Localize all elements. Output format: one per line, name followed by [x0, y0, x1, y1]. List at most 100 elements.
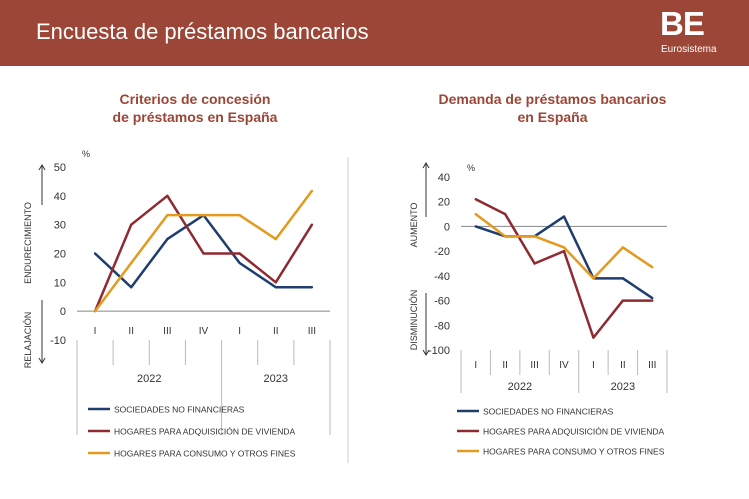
unit-label: % — [82, 149, 90, 159]
data-point — [166, 213, 169, 217]
y-tick-label: -40 — [434, 271, 450, 283]
chart-title-demanda: Demanda de préstamos bancarios en España — [425, 90, 680, 126]
data-point — [651, 266, 654, 269]
y-tick-label: 40 — [438, 172, 450, 184]
data-point — [651, 296, 654, 300]
year-label: 2023 — [611, 381, 635, 393]
data-point — [533, 235, 536, 238]
y-tick-label: -60 — [434, 296, 450, 308]
category-tick-label: I — [592, 360, 595, 371]
data-point — [130, 286, 133, 289]
data-point — [562, 246, 566, 249]
series-line-1 — [475, 198, 653, 339]
data-point — [562, 215, 566, 218]
chart-title-line: Criterios de concesión — [119, 91, 271, 107]
y-tick-label: 20 — [438, 197, 450, 209]
arrow-down-head — [38, 357, 46, 364]
data-point — [274, 286, 277, 289]
data-point — [202, 213, 205, 217]
data-point — [592, 277, 595, 280]
data-point — [474, 225, 477, 228]
data-point — [621, 277, 625, 280]
chart-title-line: Demanda de préstamos bancarios — [438, 91, 667, 107]
y-tick-label: 20 — [54, 249, 66, 261]
data-point — [166, 194, 169, 198]
category-tick-label: III — [308, 326, 316, 337]
legend-label: HOGARES PARA ADQUISICIÓN DE VIVIENDA — [483, 427, 665, 437]
y-tick-label: 30 — [54, 220, 66, 232]
data-point — [93, 252, 97, 255]
arrow-down-head — [422, 349, 430, 356]
legend-label: SOCIEDADES NO FINANCIERAS — [114, 405, 245, 415]
data-point — [310, 286, 314, 289]
data-point — [310, 223, 314, 226]
category-tick-label: I — [94, 326, 97, 337]
chart-title-line: en España — [517, 109, 588, 125]
data-point — [651, 299, 654, 302]
category-tick-label: I — [474, 360, 477, 371]
data-point — [474, 212, 477, 216]
data-point — [474, 198, 477, 201]
year-label: 2023 — [264, 373, 288, 385]
y-direction-label-bottom: RELAJACIÓN — [23, 312, 33, 369]
category-tick-label: IV — [199, 326, 209, 337]
category-tick-label: III — [648, 360, 656, 371]
data-point — [503, 212, 507, 216]
y-direction-label-top: AUMENTO — [409, 203, 419, 248]
y-direction-label-bottom: DISMINUCIÓN — [409, 290, 419, 351]
series-line-2 — [94, 190, 313, 312]
data-point — [238, 261, 241, 265]
data-point — [166, 237, 169, 241]
logo-subtitle: Eurosistema — [661, 44, 717, 55]
data-point — [592, 336, 595, 339]
legend-label: HOGARES PARA CONSUMO Y OTROS FINES — [483, 447, 665, 457]
data-point — [202, 252, 205, 255]
chart-title-criterios: Criterios de concesión de préstamos en E… — [85, 90, 305, 126]
y-tick-label: 40 — [54, 191, 66, 203]
data-point — [130, 223, 133, 226]
series-line-2 — [474, 213, 653, 280]
category-tick-label: II — [502, 360, 508, 371]
data-point — [533, 262, 536, 265]
page-title: Encuesta de préstamos bancarios — [36, 19, 369, 44]
data-point — [274, 281, 277, 284]
data-point — [503, 235, 507, 238]
y-tick-label: 0 — [444, 221, 450, 233]
y-tick-label: 50 — [54, 162, 66, 174]
y-tick-label: 0 — [60, 306, 66, 318]
series-line-0 — [475, 215, 653, 300]
legend-label: SOCIEDADES NO FINANCIERAS — [483, 407, 614, 417]
data-point — [310, 189, 314, 193]
year-label: 2022 — [137, 373, 161, 385]
category-tick-label: III — [530, 360, 538, 371]
data-point — [562, 249, 566, 253]
arrow-up-head — [422, 162, 430, 169]
legend-label: HOGARES PARA ADQUISICIÓN DE VIVIENDA — [114, 427, 296, 437]
y-tick-label: 10 — [54, 277, 66, 289]
data-point — [238, 252, 241, 255]
data-point — [93, 309, 97, 313]
data-point — [621, 299, 625, 302]
category-tick-label: I — [238, 326, 241, 337]
y-tick-label: -20 — [434, 246, 450, 258]
year-label: 2022 — [508, 381, 532, 393]
y-tick-label: -10 — [50, 335, 66, 347]
category-tick-label: IV — [559, 360, 569, 371]
legend-label: HOGARES PARA CONSUMO Y OTROS FINES — [114, 449, 296, 459]
data-point — [274, 237, 277, 241]
data-point — [130, 261, 133, 265]
category-tick-label: II — [620, 360, 626, 371]
unit-label: % — [467, 163, 475, 173]
data-point — [238, 213, 241, 217]
chart-title-line: de préstamos en España — [112, 109, 278, 125]
header-bar: Encuesta de préstamos bancarios BE Euros… — [0, 0, 749, 66]
y-tick-label: -100 — [428, 345, 450, 357]
data-point — [621, 246, 625, 249]
y-direction-label-top: ENDURECIMIENTO — [23, 202, 33, 284]
be-logo: BE — [660, 5, 705, 42]
category-tick-label: II — [128, 326, 134, 337]
arrow-up-head — [38, 164, 46, 171]
category-tick-label: III — [163, 326, 171, 337]
